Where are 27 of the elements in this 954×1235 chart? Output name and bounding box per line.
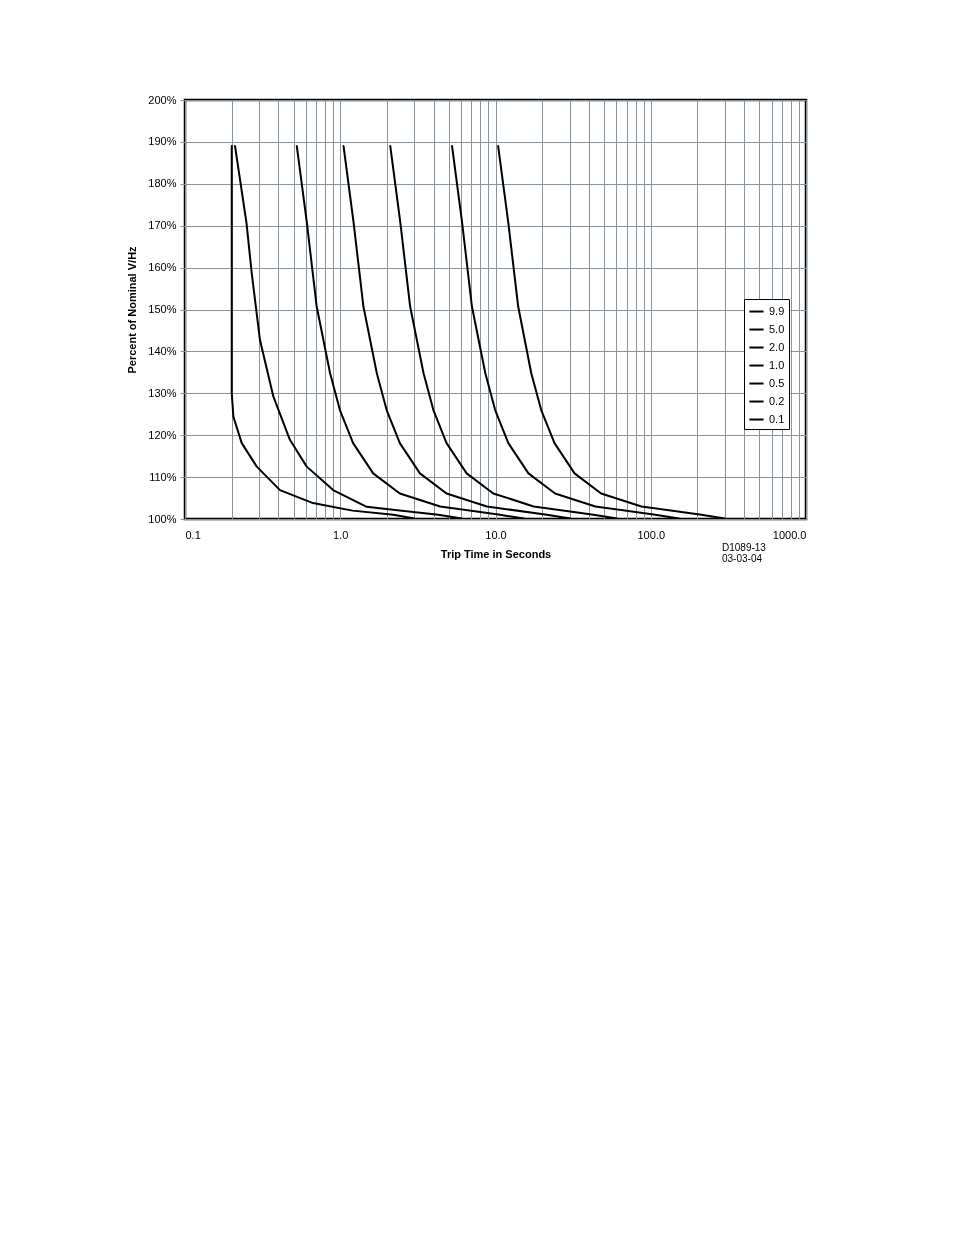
legend-label: 0.5 <box>769 376 785 389</box>
y-tick-label: 120% <box>148 428 177 441</box>
x-tick-label: 10.0 <box>485 528 507 541</box>
y-tick-label: 200% <box>148 93 177 106</box>
y-axis-title: Percent of Nominal V/Hz <box>126 245 139 374</box>
legend-label: 9.9 <box>769 304 785 317</box>
y-tick-label: 150% <box>148 303 177 315</box>
x-axis-title: Trip Time in Seconds <box>440 547 552 560</box>
y-tick-label: 100% <box>148 512 177 525</box>
x-tick-label: 0.1 <box>185 528 201 541</box>
legend-label: 5.0 <box>769 322 785 335</box>
y-tick-label: 180% <box>148 177 177 190</box>
y-tick-label: 190% <box>148 135 177 148</box>
y-tick-label: 110% <box>149 470 177 483</box>
x-tick-label: 1000.0 <box>772 528 807 541</box>
x-tick-label: 100.0 <box>637 528 666 541</box>
legend-label: 1.0 <box>769 358 785 371</box>
y-tick-label: 160% <box>148 261 177 274</box>
legend-label: 2.0 <box>769 340 785 353</box>
legend-label: 0.1 <box>769 412 785 425</box>
text: 03-03-04 <box>722 553 764 564</box>
y-tick-label: 170% <box>148 219 177 232</box>
y-tick-label: 130% <box>148 386 177 399</box>
text: D1089-13 <box>722 542 766 553</box>
x-tick-label: 1.0 <box>333 528 349 541</box>
legend-label: 0.2 <box>769 394 785 407</box>
y-tick-label: 140% <box>148 344 177 357</box>
